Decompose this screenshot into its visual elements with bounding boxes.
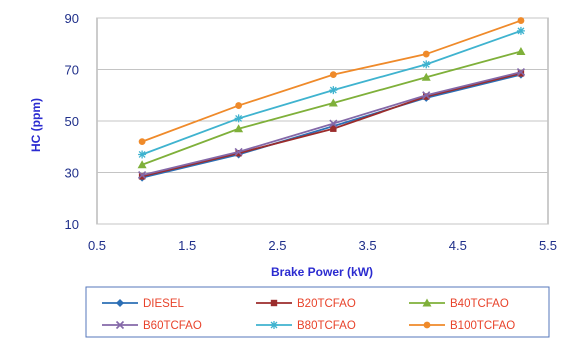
series-b100tcfao [138, 17, 525, 146]
y-tick-labels: 10 30 50 70 90 [65, 11, 79, 232]
data-point [516, 68, 526, 77]
data-point [330, 125, 337, 132]
data-point [517, 17, 525, 24]
legend-item: B80TCFAO [256, 320, 356, 332]
data-point [138, 150, 147, 159]
legend-item: B60TCFAO [102, 320, 202, 332]
x-tick-label: 0.5 [88, 238, 106, 253]
x-tick-labels: 0.5 1.5 2.5 3.5 4.5 5.5 [88, 238, 557, 253]
legend-item: DIESEL [102, 298, 185, 310]
x-axis-title: Brake Power (kW) [271, 265, 373, 279]
series-b20tcfao [138, 70, 525, 180]
data-point [329, 119, 338, 128]
x-tick-label: 3.5 [359, 238, 377, 253]
legend-marker [270, 321, 278, 329]
data-point [234, 124, 244, 133]
legend-marker [116, 299, 124, 307]
series-b60tcfao [138, 68, 526, 180]
legend-marker [422, 298, 432, 307]
x-tick-label: 4.5 [449, 238, 467, 253]
y-tick-label: 10 [65, 217, 79, 232]
series-group [137, 17, 526, 182]
legend-label: B100TCFAO [450, 320, 515, 332]
y-tick-label: 50 [65, 114, 79, 129]
legend-label: DIESEL [143, 298, 185, 310]
series-b40tcfao [137, 46, 526, 169]
y-tick-label: 90 [65, 11, 79, 26]
data-point [422, 60, 431, 69]
legend-label: B20TCFAO [297, 298, 356, 310]
legend-marker [115, 320, 125, 330]
data-point [138, 173, 146, 180]
legend-marker [423, 321, 431, 329]
legend-item: B40TCFAO [409, 298, 509, 310]
legend-item: B100TCFAO [409, 320, 515, 332]
legend-item: B20TCFAO [256, 298, 356, 310]
x-tick-label: 2.5 [268, 238, 286, 253]
data-point [235, 102, 243, 109]
series-b80tcfao [138, 26, 525, 159]
data-point [137, 160, 147, 169]
data-point [234, 114, 243, 123]
x-tick-label: 5.5 [539, 238, 557, 253]
legend-marker [270, 299, 278, 307]
legend-box [85, 286, 550, 338]
legend: DIESEL B20TCFAO B40TCFAO B60TCFAO B80TCFAO B1… [102, 298, 515, 332]
data-point [329, 71, 337, 79]
data-point [517, 70, 525, 77]
y-tick-label: 70 [65, 63, 79, 78]
data-point [138, 171, 147, 180]
y-axis-title: HC (ppm) [29, 98, 43, 152]
data-point [234, 147, 243, 156]
data-point [235, 149, 242, 157]
data-point [138, 138, 146, 146]
data-point [423, 93, 430, 100]
data-point [422, 91, 431, 100]
legend-label: B60TCFAO [143, 320, 202, 332]
legend-label: B40TCFAO [450, 298, 509, 310]
data-point [329, 86, 338, 95]
data-point [422, 50, 430, 58]
data-point [516, 46, 526, 55]
gridlines [97, 17, 548, 225]
data-point [421, 72, 431, 81]
y-tick-label: 30 [65, 166, 79, 181]
x-tick-label: 1.5 [178, 238, 196, 253]
legend-label: B80TCFAO [297, 320, 356, 332]
data-point [328, 98, 338, 107]
data-point [516, 26, 525, 35]
